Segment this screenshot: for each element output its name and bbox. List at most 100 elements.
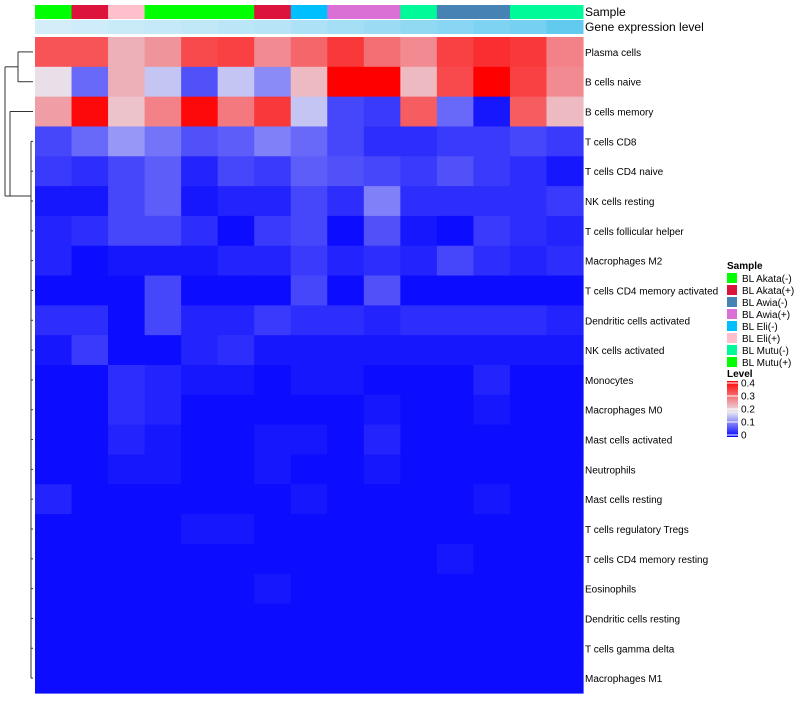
level-legend-tick-label: 0.4 [741, 379, 755, 390]
heatmap-cell [509, 663, 548, 694]
heatmap-cell [217, 275, 255, 306]
heatmap-cell [436, 633, 474, 664]
heatmap-cell [327, 37, 365, 68]
heatmap-cell [363, 66, 401, 98]
heatmap-cell [473, 543, 511, 575]
heatmap-cell [108, 156, 146, 187]
heatmap-cell [363, 335, 401, 366]
heatmap-cell [217, 573, 255, 605]
heatmap-cell [363, 454, 401, 485]
heatmap-cell [108, 66, 146, 98]
heatmap-cell [363, 633, 401, 664]
heatmap-cell [254, 543, 292, 575]
heatmap-cell [546, 394, 584, 426]
heatmap-cell [35, 514, 73, 545]
heatmap-cell [217, 663, 255, 694]
heatmap-cell [546, 156, 584, 187]
heatmap-cell [290, 394, 328, 426]
heatmap-cell [144, 126, 182, 157]
level-legend: Level 0.4 0.3 0.2 0.1 0 [727, 369, 755, 442]
level-legend-tick-label: 0.1 [741, 418, 755, 429]
heatmap-cell [546, 484, 584, 515]
heatmap-cell [217, 156, 255, 187]
heatmap-cell [71, 663, 109, 694]
heatmap-cell [108, 96, 146, 128]
heatmap-cell [144, 573, 182, 605]
heatmap-cell [144, 275, 182, 306]
heatmap-cell [546, 335, 584, 366]
heatmap-cell [71, 215, 109, 247]
heatmap-cell [546, 633, 584, 664]
heatmap-cell [181, 305, 219, 336]
heatmap-cell [400, 335, 438, 366]
heatmap-cell [254, 335, 292, 366]
heatmap-cell [509, 603, 548, 634]
sample-annotation-cell [436, 5, 474, 19]
heatmap-cell [254, 454, 292, 485]
heatmap-cell [181, 543, 219, 575]
heatmap-cell [144, 96, 182, 128]
expression-annotation-cell [254, 20, 292, 34]
sample-legend-swatch [727, 273, 737, 283]
heatmap-cell [363, 305, 401, 336]
heatmap-cell [108, 186, 146, 217]
heatmap-cell [436, 543, 474, 575]
heatmap-cell [327, 96, 365, 128]
heatmap-cell [509, 394, 548, 426]
heatmap-cell [108, 573, 146, 605]
row-label: Mast cells activated [585, 436, 672, 447]
expression-annotation-cell [327, 20, 365, 34]
heatmap-cell [436, 603, 474, 634]
heatmap-cell [144, 305, 182, 336]
heatmap-cell [181, 275, 219, 306]
heatmap-cell [181, 633, 219, 664]
heatmap-cell [473, 573, 511, 605]
heatmap-cell [144, 66, 182, 98]
heatmap-cell [400, 37, 438, 68]
expression-annotation-cell [473, 20, 511, 34]
expression-annotation-cell [108, 20, 146, 34]
heatmap-cell [290, 424, 328, 456]
heatmap-cell [436, 215, 474, 247]
heatmap-cell [327, 156, 365, 187]
level-legend-tick-label: 0 [741, 431, 747, 442]
row-label: T cells follicular helper [585, 227, 684, 238]
row-label: Monocytes [585, 376, 633, 387]
heatmap-cell [35, 305, 73, 336]
heatmap-cell [327, 215, 365, 247]
heatmap-cell [400, 394, 438, 426]
heatmap-cell [181, 156, 219, 187]
heatmap-cell [181, 335, 219, 366]
heatmap-cell [400, 573, 438, 605]
sample-annotation-cell [400, 5, 438, 19]
row-label: NK cells resting [585, 197, 654, 208]
heatmap-cell [473, 275, 511, 306]
heatmap-cell [254, 394, 292, 426]
heatmap-cell [144, 424, 182, 456]
heatmap-cell [254, 514, 292, 545]
heatmap-cell [217, 37, 255, 68]
heatmap-cell [254, 573, 292, 605]
expression-annotation-cell [436, 20, 474, 34]
heatmap-cell [509, 186, 548, 217]
heatmap-cell [181, 215, 219, 247]
heatmap-cell [71, 365, 109, 396]
heatmap-cell [400, 484, 438, 515]
row-label: Eosinophils [585, 585, 636, 596]
heatmap-cell [290, 186, 328, 217]
heatmap-cell [436, 37, 474, 68]
heatmap-cell [546, 663, 584, 694]
heatmap-cell [217, 633, 255, 664]
heatmap-cell [509, 215, 548, 247]
heatmap-cell [436, 663, 474, 694]
sample-annotation-cell [290, 5, 328, 19]
expression-annotation-cell [546, 20, 584, 34]
heatmap-cell [35, 633, 73, 664]
heatmap-cell [290, 543, 328, 575]
heatmap-cell [254, 186, 292, 217]
row-label: Plasma cells [585, 48, 641, 59]
heatmap-cell [254, 633, 292, 664]
sample-legend-label: BL Mutu(-) [742, 346, 789, 357]
heatmap-cell [181, 96, 219, 128]
heatmap-cell [108, 603, 146, 634]
